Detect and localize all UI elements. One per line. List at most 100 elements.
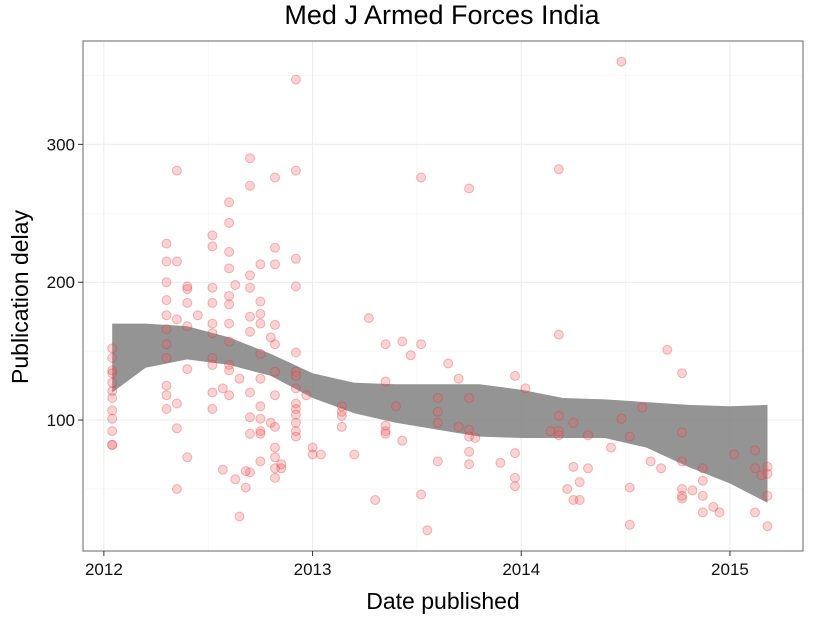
data-point [624, 482, 635, 493]
data-point [217, 464, 228, 475]
data-point [107, 343, 118, 354]
data-point [637, 402, 648, 413]
data-point [290, 366, 301, 377]
data-point [677, 368, 687, 379]
x-tick-label: 2013 [294, 560, 332, 579]
data-point [161, 310, 172, 321]
data-point [270, 472, 280, 483]
data-point [624, 519, 635, 530]
data-point [207, 297, 218, 308]
panel-border [82, 40, 804, 552]
data-point [245, 467, 255, 478]
data-point [290, 404, 301, 414]
data-point [307, 449, 318, 460]
data-point [349, 449, 360, 460]
data-point [107, 439, 118, 450]
data-point [677, 490, 687, 501]
data-point [224, 197, 235, 208]
data-point [224, 246, 235, 257]
data-point [270, 463, 280, 474]
data-point [315, 449, 326, 460]
chart-title: Med J Armed Forces India [284, 0, 600, 30]
data-point [234, 511, 245, 522]
data-point [495, 457, 506, 468]
data-point [255, 413, 266, 424]
data-point [224, 365, 235, 376]
data-point [255, 296, 266, 307]
data-point [568, 495, 579, 505]
data-point [270, 366, 280, 377]
data-point [245, 311, 255, 322]
data-point [207, 404, 218, 414]
data-point [207, 359, 218, 370]
data-point [245, 270, 255, 281]
data-point [107, 405, 118, 416]
data-point [697, 507, 708, 518]
data-point [568, 461, 579, 472]
data-point [336, 401, 347, 412]
data-point [107, 365, 118, 376]
data-point [245, 180, 255, 191]
data-point [161, 324, 172, 335]
data-point [207, 230, 218, 241]
data-point [677, 493, 687, 504]
y-axis: 100 200 300 [47, 135, 83, 430]
data-point [230, 474, 241, 485]
data-point [224, 217, 235, 228]
data-point [405, 350, 416, 361]
data-point [270, 259, 280, 270]
data-point [107, 393, 118, 403]
data-point [553, 329, 564, 340]
data-point [161, 339, 172, 350]
data-point [290, 74, 301, 85]
data-point [756, 470, 767, 481]
data-point [255, 259, 266, 270]
data-point [255, 308, 266, 319]
data-point [245, 153, 255, 164]
data-point [391, 401, 401, 412]
data-point [290, 398, 301, 409]
data-point [583, 430, 593, 441]
data-point [161, 256, 172, 267]
data-point [290, 281, 301, 292]
data-point [224, 263, 235, 274]
data-point [677, 456, 687, 467]
data-point [171, 165, 182, 176]
data-point [207, 241, 218, 252]
data-point [453, 373, 464, 384]
data-point [750, 445, 760, 456]
data-point [397, 435, 408, 446]
data-point [624, 431, 635, 442]
data-point [510, 370, 520, 381]
data-point [270, 339, 280, 350]
data-point [255, 426, 266, 437]
data-point [380, 420, 391, 431]
data-point [207, 328, 218, 339]
data-point [762, 490, 773, 501]
data-point [161, 380, 172, 391]
data-point [568, 417, 579, 428]
data-point [255, 401, 266, 412]
data-point [453, 421, 464, 432]
data-point [224, 318, 235, 329]
data-point [230, 280, 241, 290]
data-point [255, 373, 266, 384]
data-point [265, 332, 276, 343]
data-point [662, 344, 673, 355]
smooth-confidence-band [112, 323, 768, 503]
data-point [270, 390, 280, 401]
data-point [270, 319, 280, 330]
data-point [397, 336, 408, 347]
data-point [224, 291, 235, 301]
data-point [207, 318, 218, 329]
data-point [380, 376, 391, 387]
data-point [432, 417, 443, 428]
data-point [750, 507, 760, 518]
data-point [255, 456, 266, 467]
data-point [370, 495, 381, 505]
y-tick-label: 100 [47, 411, 75, 430]
data-point [729, 449, 740, 460]
data-point [171, 484, 182, 494]
data-point [270, 421, 280, 432]
